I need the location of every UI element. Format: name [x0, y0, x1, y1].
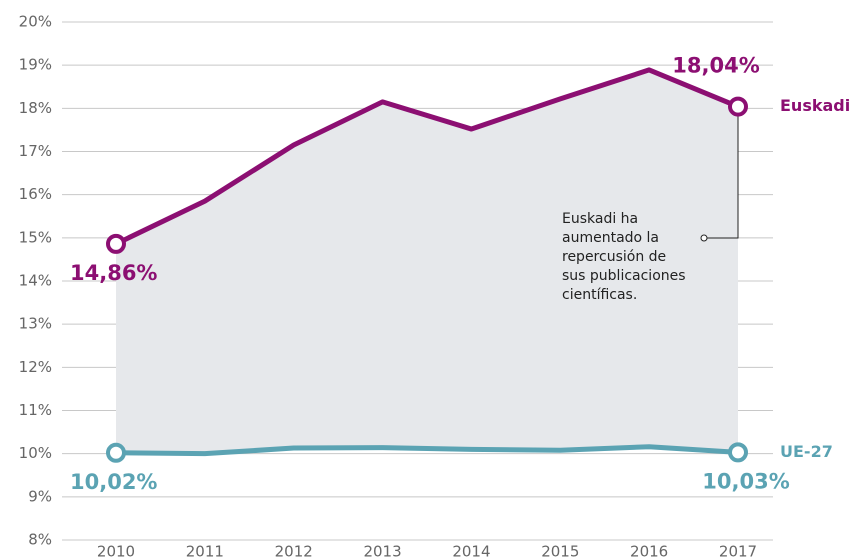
annotation-dot — [700, 234, 708, 242]
legend-label: UE-27 — [780, 442, 833, 461]
annotation-text: aumentado la — [562, 230, 659, 246]
y-tick-label: 20% — [19, 13, 52, 31]
end-marker — [106, 233, 126, 254]
legend-label: Euskadi — [780, 96, 850, 115]
annotation-connector — [704, 115, 739, 239]
annotation-text: científicas. — [562, 287, 637, 303]
y-tick-label: 16% — [19, 185, 52, 203]
y-tick-label: 8% — [28, 531, 52, 549]
y-tick-label: 13% — [19, 315, 52, 333]
y-tick-label: 18% — [19, 99, 52, 117]
x-tick-label: 2017 — [719, 543, 757, 560]
y-tick-label: 15% — [19, 228, 52, 246]
x-tick-label: 2011 — [186, 543, 224, 560]
y-tick-label: 19% — [19, 56, 52, 74]
y-tick-label: 12% — [19, 358, 52, 376]
annotation-text: Euskadi ha — [562, 211, 638, 227]
y-tick-label: 10% — [19, 444, 52, 462]
series-line — [114, 67, 739, 247]
x-tick-label: 2010 — [97, 543, 135, 560]
end-marker — [728, 96, 748, 117]
end-marker — [728, 442, 748, 463]
area-band — [116, 69, 738, 454]
y-tick-label: 11% — [19, 401, 52, 419]
annotation-text: repercusión de — [562, 249, 666, 265]
value-label: 10,03% — [702, 469, 789, 493]
x-tick-label: 2015 — [541, 543, 579, 560]
y-tick-label: 14% — [19, 272, 52, 290]
series-line — [115, 444, 739, 457]
x-tick-label: 2014 — [452, 543, 490, 560]
y-tick-label: 17% — [19, 142, 52, 160]
value-label: 10,02% — [70, 470, 157, 494]
annotation-text: sus publicaciones — [562, 268, 686, 284]
end-marker — [106, 442, 126, 463]
x-tick-label: 2013 — [363, 543, 401, 560]
value-label: 18,04% — [672, 54, 759, 78]
x-tick-label: 2016 — [630, 543, 668, 560]
y-tick-label: 9% — [28, 487, 52, 505]
x-tick-label: 2012 — [275, 543, 313, 560]
value-label: 14,86% — [70, 261, 157, 285]
